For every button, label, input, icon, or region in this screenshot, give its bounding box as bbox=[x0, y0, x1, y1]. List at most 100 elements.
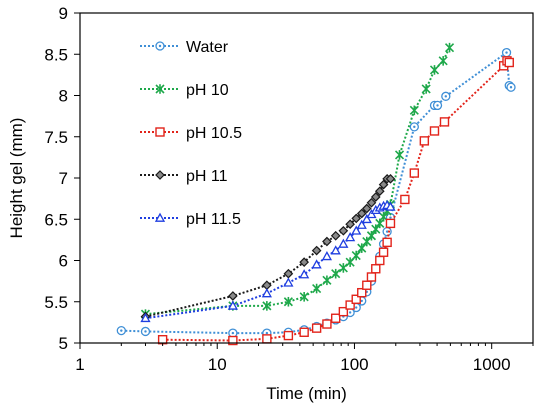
y-tick-label: 9 bbox=[59, 4, 68, 23]
data-point bbox=[356, 208, 367, 219]
data-point bbox=[322, 275, 332, 286]
y-tick-label: 8.5 bbox=[44, 45, 68, 64]
y-tick-label: 7 bbox=[59, 169, 68, 188]
data-point bbox=[382, 237, 392, 248]
data-point bbox=[506, 82, 516, 92]
x-tick-label: 100 bbox=[340, 355, 368, 374]
legend-marker bbox=[155, 41, 165, 51]
legend-label: pH 11.5 bbox=[186, 211, 241, 228]
data-point bbox=[361, 213, 372, 224]
legend-entry: pH 11 bbox=[140, 168, 228, 185]
data-point bbox=[374, 186, 385, 197]
data-point bbox=[299, 292, 309, 302]
data-point bbox=[371, 264, 381, 274]
data-point bbox=[345, 300, 355, 310]
data-point bbox=[228, 291, 238, 301]
data-point bbox=[299, 269, 310, 279]
series-line bbox=[121, 50, 512, 335]
data-point bbox=[419, 136, 430, 146]
data-point bbox=[385, 173, 396, 184]
data-point bbox=[228, 335, 238, 346]
data-point bbox=[311, 259, 322, 269]
y-tick-label: 7.5 bbox=[44, 128, 68, 147]
data-point bbox=[429, 126, 440, 136]
data-point bbox=[432, 100, 443, 111]
data-point bbox=[322, 319, 332, 329]
series-ph-11 bbox=[140, 173, 396, 322]
data-point bbox=[378, 247, 389, 257]
data-point bbox=[361, 203, 372, 214]
data-point bbox=[312, 283, 322, 294]
data-point bbox=[357, 287, 367, 298]
legend-label: Water bbox=[186, 39, 229, 56]
data-point bbox=[261, 288, 272, 298]
y-tick-label: 5 bbox=[59, 334, 68, 353]
series-ph-10-5 bbox=[157, 56, 514, 346]
y-tick-label: 6.5 bbox=[44, 210, 68, 229]
x-axis-title: Time (min) bbox=[266, 384, 347, 403]
series-ph-11-5 bbox=[140, 199, 396, 323]
x-tick-label: 1000 bbox=[473, 355, 511, 374]
legend-marker bbox=[155, 84, 165, 94]
legend-marker bbox=[154, 212, 166, 222]
legend-label: pH 10.5 bbox=[186, 125, 242, 142]
data-point bbox=[299, 327, 309, 337]
data-point bbox=[385, 201, 396, 211]
data-point bbox=[262, 334, 272, 344]
data-point bbox=[331, 313, 341, 323]
series-ph-10 bbox=[140, 42, 455, 319]
data-point bbox=[321, 251, 333, 261]
data-point bbox=[441, 91, 451, 101]
legend-entry: Water bbox=[140, 39, 229, 56]
data-point bbox=[444, 42, 455, 53]
data-point bbox=[338, 225, 349, 236]
x-tick-label: 1 bbox=[75, 355, 84, 374]
data-point bbox=[400, 194, 410, 205]
data-point bbox=[351, 213, 362, 224]
data-point bbox=[378, 179, 389, 190]
legend-entry: pH 11.5 bbox=[140, 211, 241, 228]
data-point bbox=[351, 250, 361, 261]
data-point bbox=[351, 225, 362, 235]
data-point bbox=[438, 56, 448, 66]
y-axis-title: Height gel (mm) bbox=[7, 118, 26, 239]
legend-label: pH 11 bbox=[186, 168, 228, 185]
data-point bbox=[140, 312, 151, 323]
data-point bbox=[356, 219, 367, 229]
data-point bbox=[351, 294, 361, 304]
data-point bbox=[439, 117, 450, 127]
data-point bbox=[357, 243, 367, 253]
y-tick-label: 6 bbox=[59, 252, 68, 271]
data-point bbox=[409, 122, 419, 132]
axis-ticks: 5 5.5 6 6.5 7 7.5 8 8.5 9 1 10 100 1000 bbox=[44, 4, 534, 374]
legend-marker bbox=[155, 127, 165, 137]
data-point bbox=[345, 219, 355, 230]
data-point bbox=[385, 218, 396, 229]
data-point bbox=[331, 268, 341, 279]
data-point bbox=[370, 192, 381, 202]
data-point bbox=[283, 277, 294, 287]
data-point bbox=[227, 300, 238, 310]
data-point bbox=[283, 330, 294, 341]
data-point bbox=[330, 230, 341, 241]
legend-entry: pH 10.5 bbox=[140, 125, 242, 142]
y-tick-label: 8 bbox=[59, 87, 68, 106]
data-point bbox=[409, 168, 420, 178]
data-point bbox=[375, 255, 385, 266]
data-point bbox=[116, 325, 126, 336]
data-point bbox=[322, 236, 332, 247]
data-point bbox=[140, 326, 151, 337]
data-point bbox=[283, 296, 293, 307]
y-tick-label: 5.5 bbox=[44, 293, 68, 312]
data-point bbox=[421, 84, 431, 94]
data-point bbox=[338, 238, 349, 248]
legend: Water pH 10 pH 10.5 pH 11 pH 11.5 bbox=[140, 39, 242, 228]
data-point bbox=[504, 57, 514, 68]
legend-label: pH 10 bbox=[186, 82, 229, 99]
data-point bbox=[409, 105, 419, 116]
data-point bbox=[330, 245, 341, 255]
data-point bbox=[362, 280, 372, 290]
legend-marker bbox=[155, 170, 165, 180]
data-point bbox=[345, 232, 356, 242]
